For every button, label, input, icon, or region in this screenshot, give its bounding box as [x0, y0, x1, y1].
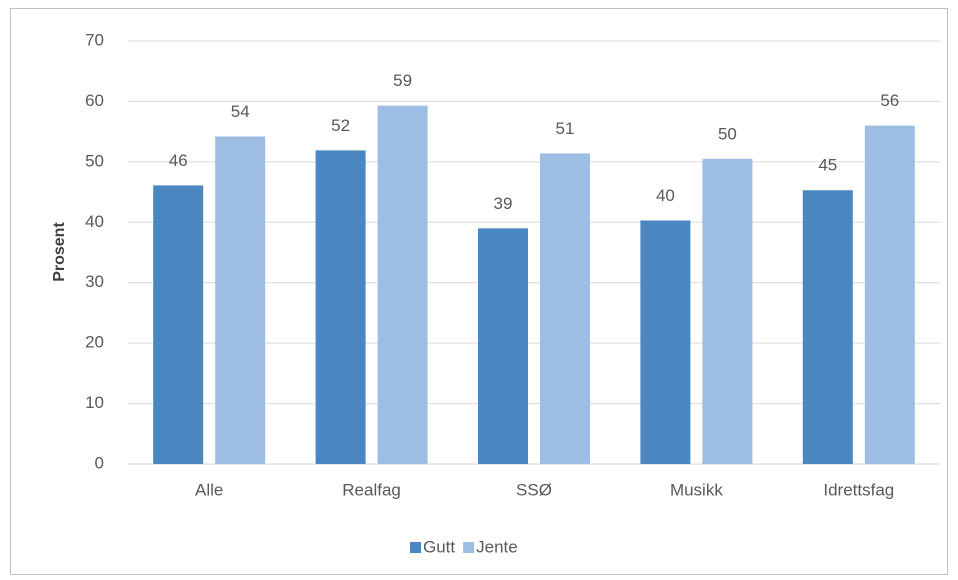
x-tick-label: Idrettsfag: [823, 480, 894, 499]
y-axis-label: Prosent: [51, 222, 68, 282]
x-tick-label: Realfag: [342, 480, 401, 499]
legend-label: Jente: [476, 537, 518, 556]
legend-label: Gutt: [423, 537, 455, 556]
bar: [377, 105, 428, 464]
value-label: 50: [718, 124, 737, 143]
value-label: 52: [331, 116, 350, 135]
bar: [478, 228, 528, 464]
value-label: 40: [656, 186, 675, 205]
bar: [640, 220, 691, 464]
y-tick-label: 0: [95, 453, 104, 472]
bar: [702, 158, 753, 465]
legend-swatch: [410, 542, 421, 553]
value-label: 46: [169, 151, 188, 170]
x-tick-label: Musikk: [670, 480, 723, 499]
y-tick-label: 30: [85, 272, 104, 291]
value-label: 51: [556, 119, 575, 138]
y-tick-label: 40: [85, 212, 104, 231]
bar: [540, 153, 590, 464]
bar: [864, 125, 915, 464]
bar: [315, 150, 366, 464]
value-label: 45: [818, 156, 837, 175]
value-label: 54: [231, 102, 250, 121]
bar: [802, 190, 853, 464]
bar: [215, 136, 266, 464]
y-tick-label: 20: [85, 333, 104, 352]
y-tick-label: 50: [85, 151, 104, 170]
legend-swatch: [463, 542, 475, 553]
bar: [153, 185, 204, 464]
x-tick-label: Alle: [195, 480, 223, 499]
y-tick-label: 10: [85, 393, 104, 412]
value-label: 56: [880, 91, 899, 110]
y-tick-label: 70: [85, 30, 104, 49]
value-label: 39: [494, 194, 513, 213]
x-tick-label: SSØ: [516, 480, 552, 499]
y-tick-label: 60: [85, 91, 104, 110]
value-label: 59: [393, 71, 412, 90]
